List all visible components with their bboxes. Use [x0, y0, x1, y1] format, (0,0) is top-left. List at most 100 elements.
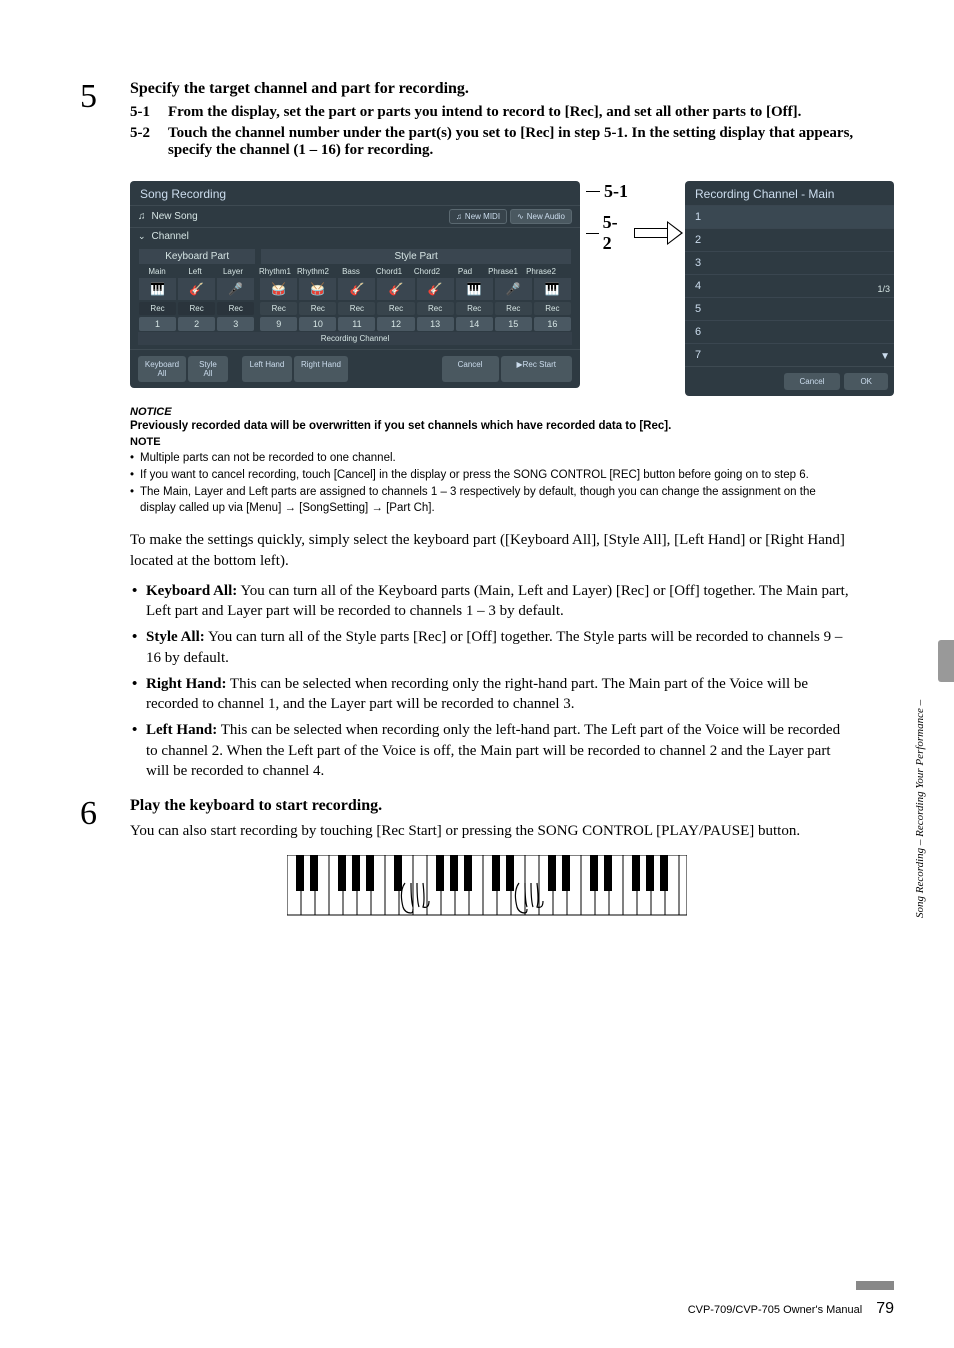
channel-button[interactable]: 10: [299, 317, 336, 331]
left-hand-button[interactable]: Left Hand: [242, 356, 292, 382]
step-content: Play the keyboard to start recording. Yo…: [130, 797, 894, 841]
piano-keyboard-icon: [287, 855, 687, 917]
channel-row: ⌄ Channel: [130, 227, 580, 245]
footer-bar: [856, 1281, 894, 1290]
channel-item[interactable]: 7: [685, 343, 894, 366]
substep-num: 5-1: [130, 104, 168, 121]
channel-item[interactable]: 4: [685, 274, 894, 297]
channel-item[interactable]: 1: [685, 205, 894, 228]
rec-toggle[interactable]: Rec: [417, 302, 454, 315]
part-phrase1: Phrase1: [484, 266, 522, 277]
voice-icon: 🎸: [338, 278, 375, 300]
channel-button[interactable]: 12: [377, 317, 414, 331]
rec-toggle[interactable]: Rec: [495, 302, 532, 315]
channel-label: Channel: [152, 231, 189, 242]
note-heading: NOTE: [130, 436, 894, 448]
voice-icon: 🎹: [456, 278, 493, 300]
voice-icon: 🥁: [260, 278, 297, 300]
part-rhythm2: Rhythm2: [294, 266, 332, 277]
step-title: Play the keyboard to start recording.: [130, 797, 894, 815]
channel-list: 1 2 3 4 5 6 7: [685, 205, 894, 366]
recording-channel-label: Recording Channel: [138, 332, 572, 345]
channel-button[interactable]: 13: [417, 317, 454, 331]
substep-num: 5-2: [130, 125, 168, 159]
substep-text: Touch the channel number under the part(…: [168, 125, 894, 159]
channel-button[interactable]: 9: [260, 317, 297, 331]
rec-toggle[interactable]: Rec: [299, 302, 336, 315]
note-item: The Main, Layer and Left parts are assig…: [130, 484, 854, 516]
page-number: 79: [876, 1300, 894, 1318]
part-rhythm1: Rhythm1: [256, 266, 294, 277]
channel-item[interactable]: 2: [685, 228, 894, 251]
channel-button[interactable]: 11: [338, 317, 375, 331]
channel-item[interactable]: 3: [685, 251, 894, 274]
channel-button[interactable]: 16: [534, 317, 571, 331]
scroll-down-icon[interactable]: ▼: [880, 351, 890, 362]
rec-toggle[interactable]: Rec: [178, 302, 215, 315]
callout-5-1: 5-1: [586, 181, 679, 202]
note-item: If you want to cancel recording, touch […: [130, 467, 854, 483]
channel-button[interactable]: 3: [217, 317, 254, 331]
song-recording-panel: Song Recording ♫ New Song ♫New MIDI ∿New…: [130, 181, 580, 388]
part-table: Keyboard Part Style Part Main Left Layer…: [138, 249, 572, 345]
rec-toggle[interactable]: Rec: [260, 302, 297, 315]
list-item: Keyboard All: You can turn all of the Ke…: [130, 581, 854, 622]
channel-button[interactable]: 1: [139, 317, 176, 331]
channel-item[interactable]: 6: [685, 320, 894, 343]
bottom-buttons: Keyboard All Style All Left Hand Right H…: [130, 349, 580, 388]
song-row: ♫ New Song ♫New MIDI ∿New Audio: [130, 205, 580, 227]
step-title: Specify the target channel and part for …: [130, 80, 894, 98]
list-item: Style All: You can turn all of the Style…: [130, 627, 854, 668]
cancel-button[interactable]: Cancel: [784, 373, 841, 390]
rec-toggle[interactable]: Rec: [377, 302, 414, 315]
voice-icon: 🎹: [139, 278, 176, 300]
rec-toggle[interactable]: Rec: [534, 302, 571, 315]
new-audio-button[interactable]: ∿New Audio: [510, 209, 572, 224]
substep-5-2: 5-2 Touch the channel number under the p…: [130, 125, 894, 159]
chevron-down-icon: ⌄: [138, 231, 146, 242]
voice-icon: 🥁: [299, 278, 336, 300]
voice-icon: 🎤: [217, 278, 254, 300]
voice-icon: 🎸: [417, 278, 454, 300]
part-pad: Pad: [446, 266, 484, 277]
callout-5-2: 5-2: [586, 212, 679, 254]
rec-toggle[interactable]: Rec: [217, 302, 254, 315]
step-content: Specify the target channel and part for …: [130, 80, 894, 163]
keyboard-options-list: Keyboard All: You can turn all of the Ke…: [130, 581, 854, 781]
music-note-icon: ♫: [138, 211, 146, 222]
step-number: 5: [80, 80, 130, 114]
keyboard-all-button[interactable]: Keyboard All: [138, 356, 186, 382]
channel-item[interactable]: 5: [685, 297, 894, 320]
note-item: Multiple parts can not be recorded to on…: [130, 450, 854, 466]
panel-title: Recording Channel - Main: [685, 181, 894, 205]
ok-button[interactable]: OK: [844, 373, 888, 390]
rec-start-button[interactable]: ▶Rec Start: [501, 356, 573, 382]
voice-icon: 🎸: [178, 278, 215, 300]
rec-toggle[interactable]: Rec: [456, 302, 493, 315]
channel-button[interactable]: 14: [456, 317, 493, 331]
part-chord1: Chord1: [370, 266, 408, 277]
note-list: Multiple parts can not be recorded to on…: [130, 450, 854, 516]
song-name: New Song: [152, 211, 198, 222]
style-all-button[interactable]: Style All: [188, 356, 228, 382]
right-hand-button[interactable]: Right Hand: [294, 356, 348, 382]
new-midi-button[interactable]: ♫New MIDI: [449, 209, 507, 224]
step-5: 5 Specify the target channel and part fo…: [80, 80, 894, 163]
notice-text: Previously recorded data will be overwri…: [130, 420, 894, 432]
cancel-button[interactable]: Cancel: [442, 356, 499, 382]
rec-toggle[interactable]: Rec: [139, 302, 176, 315]
screenshot-row: Song Recording ♫ New Song ♫New MIDI ∿New…: [130, 181, 894, 396]
rec-toggle[interactable]: Rec: [338, 302, 375, 315]
channel-button[interactable]: 15: [495, 317, 532, 331]
panel-title: Song Recording: [130, 181, 580, 205]
side-tab: [938, 640, 954, 682]
side-chapter-text: Song Recording – Recording Your Performa…: [914, 700, 926, 980]
step-body: You can also start recording by touching…: [130, 821, 894, 841]
part-layer: Layer: [214, 266, 252, 277]
page-footer: CVP-709/CVP-705 Owner's Manual 79: [688, 1300, 894, 1318]
part-chord2: Chord2: [408, 266, 446, 277]
voice-icon: 🎤: [495, 278, 532, 300]
channel-button[interactable]: 2: [178, 317, 215, 331]
substep-text: From the display, set the part or parts …: [168, 104, 894, 121]
part-phrase2: Phrase2: [522, 266, 560, 277]
